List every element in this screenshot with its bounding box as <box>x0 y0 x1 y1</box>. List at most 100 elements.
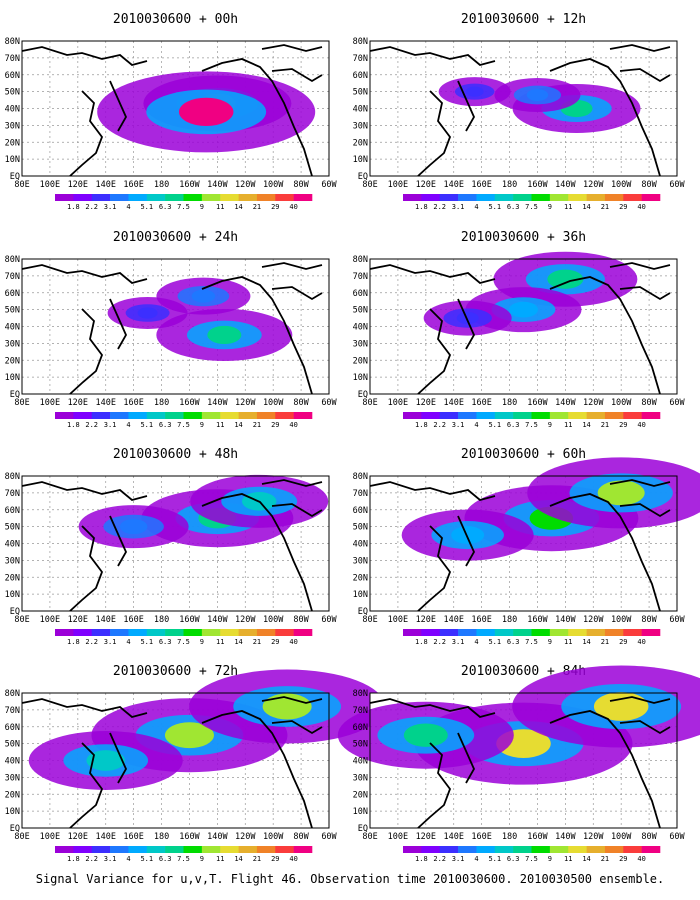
panels-svg: 2010030600 + 00h 80E 100E 120E 140E 160E 180 16… <box>5 12 700 863</box>
colorbar-label: 29 <box>619 638 627 646</box>
x-tick-label: 80E <box>14 615 29 625</box>
colorbar-label: 2.2 <box>433 203 446 211</box>
colorbar-swatch <box>110 846 129 853</box>
coastline <box>201 493 313 612</box>
panel-title: 2010030600 + 72h <box>113 664 238 679</box>
coastline <box>271 286 323 301</box>
x-tick-label: 160W <box>179 615 200 625</box>
colorbar-swatch <box>183 846 203 853</box>
colorbar-label: 40 <box>289 203 297 211</box>
colorbar-label: 1.8 <box>415 855 428 863</box>
colorbar-label: 29 <box>619 203 627 211</box>
colorbar-swatch <box>439 629 459 636</box>
x-tick-label: 80E <box>362 398 377 408</box>
colorbar-swatch <box>128 629 148 636</box>
colorbar-label: 1.8 <box>415 421 428 429</box>
x-tick-label: 60W <box>669 832 685 842</box>
x-tick-label: 140W <box>555 180 576 190</box>
colorbar-label: 14 <box>234 855 242 863</box>
colorbar-swatch <box>403 846 422 853</box>
colorbar-swatch <box>421 412 441 419</box>
colorbar-swatch <box>531 629 551 636</box>
colorbar-swatch <box>568 412 587 419</box>
y-tick-label: 20N <box>353 138 368 148</box>
y-tick-label: 70N <box>353 54 368 64</box>
colorbar-swatch <box>128 846 148 853</box>
coastline <box>369 264 496 284</box>
colorbar-label: 7.5 <box>525 855 538 863</box>
y-tick-label: 40N <box>353 540 368 550</box>
y-tick-label: 70N <box>353 272 368 282</box>
coastline <box>201 710 313 829</box>
colorbar-swatch <box>513 194 532 201</box>
x-tick-label: 140E <box>95 398 115 408</box>
coastline <box>21 264 148 284</box>
colorbar-swatch <box>293 846 313 853</box>
colorbar-label: 9 <box>548 203 552 211</box>
coastline <box>417 308 452 395</box>
x-tick-label: 100W <box>263 180 284 190</box>
panel-3: 2010030600 + 36h 80E 100E 120E 140E 160E 180 16… <box>353 230 686 429</box>
colorbar-swatch <box>55 846 74 853</box>
map-plot: 80E 100E 120E 140E 160E 180 160W 140W 120W 100W 80… <box>353 251 686 408</box>
colorbar-label: 1.8 <box>67 203 80 211</box>
colorbar-swatch <box>220 194 239 201</box>
coastline <box>619 286 671 301</box>
colorbar-label: 11 <box>564 638 572 646</box>
colorbar: 1.8 2.2 3.1 4 5.1 6.3 7.5 9 11 14 21 29 40 <box>403 846 661 863</box>
colorbar: 1.8 2.2 3.1 4 5.1 6.3 7.5 9 11 14 21 29 40 <box>55 412 313 429</box>
y-tick-label: 50N <box>5 740 20 750</box>
variance-peak <box>191 289 216 303</box>
colorbar-swatch <box>439 194 459 201</box>
plot-frame <box>21 692 330 829</box>
colorbar-label: 6.3 <box>159 203 172 211</box>
colorbar-swatch <box>183 194 203 201</box>
colorbar-label: 11 <box>216 638 224 646</box>
colorbar-label: 2.2 <box>433 855 446 863</box>
coastline <box>69 308 104 395</box>
coastline <box>417 525 452 612</box>
colorbar-label: 11 <box>216 421 224 429</box>
colorbar-label: 9 <box>200 855 204 863</box>
x-tick-label: 100E <box>388 398 408 408</box>
colorbar-label: 5.1 <box>140 638 153 646</box>
coastline <box>369 481 496 501</box>
colorbar-swatch <box>55 412 74 419</box>
colorbar-swatch <box>549 194 569 201</box>
x-tick-label: 120E <box>68 832 88 842</box>
y-tick-label: 30N <box>5 773 20 783</box>
colorbar-label: 3.1 <box>452 421 465 429</box>
coastline <box>417 742 452 829</box>
colorbar-label: 2.2 <box>433 638 446 646</box>
y-tick-label: 10N <box>5 373 20 383</box>
x-tick-label: 160E <box>123 398 143 408</box>
coastline <box>69 90 104 177</box>
colorbar-label: 21 <box>601 203 609 211</box>
colorbar-swatch <box>165 846 184 853</box>
coastline <box>21 698 148 718</box>
colorbar-label: 7.5 <box>177 855 190 863</box>
colorbar-swatch <box>513 846 532 853</box>
colorbar-swatch <box>146 412 166 419</box>
colorbar-swatch <box>403 412 422 419</box>
x-tick-label: 120W <box>583 615 604 625</box>
colorbar-label: 3.1 <box>104 203 117 211</box>
colorbar-swatch <box>201 412 221 419</box>
y-tick-label: 40N <box>5 540 20 550</box>
coastline <box>201 276 313 395</box>
colorbar-swatch <box>220 412 239 419</box>
colorbar-label: 5.1 <box>488 638 501 646</box>
x-tick-label: 140E <box>95 615 115 625</box>
y-tick-label: 50N <box>353 523 368 533</box>
colorbar-label: 29 <box>271 421 279 429</box>
variance-peak <box>403 723 448 747</box>
x-tick-label: 120W <box>235 615 256 625</box>
figure-caption: Signal Variance for u,v,T. Flight 46. Ob… <box>35 872 665 886</box>
x-tick-label: 140W <box>207 832 228 842</box>
y-tick-label: EQ <box>10 172 20 182</box>
variance-peak <box>451 526 485 544</box>
panel-title: 2010030600 + 48h <box>113 447 238 462</box>
y-tick-label: 50N <box>5 523 20 533</box>
y-tick-label: 80N <box>353 472 368 482</box>
variance-peak <box>593 692 649 721</box>
